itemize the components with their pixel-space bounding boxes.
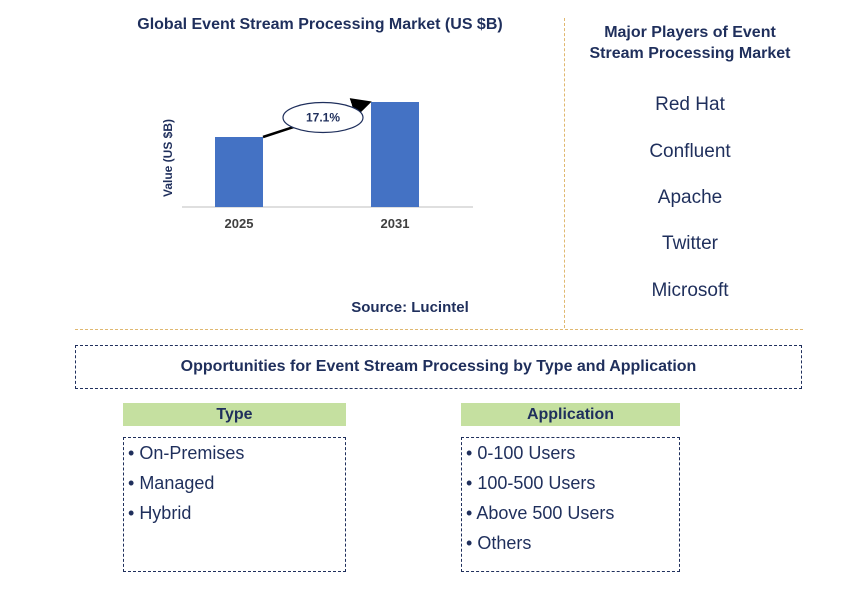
player-apache: Apache <box>657 187 723 208</box>
list-item: • On-Premises <box>128 443 245 463</box>
bar-2031 <box>371 102 419 207</box>
list-item: • Others <box>466 533 532 553</box>
vertical-divider <box>564 18 565 328</box>
x-tick-label: 2031 <box>381 216 410 231</box>
growth-rate-badge <box>282 101 364 134</box>
type-heading: Type <box>123 403 346 426</box>
players-title: Major Players of Event Stream Processing… <box>589 24 791 62</box>
horizontal-divider <box>75 329 803 330</box>
list-item: • Managed <box>128 473 215 493</box>
y-axis-label: Value (US $B) <box>161 119 175 197</box>
list-item: • Above 500 Users <box>466 503 615 523</box>
list-item: • 100-500 Users <box>466 473 596 493</box>
application-list: • 0-100 Users • 100-500 Users • Above 50… <box>461 437 680 572</box>
player-red-hat: Red Hat <box>655 94 725 115</box>
type-list: • On-Premises • Managed • Hybrid <box>123 437 346 572</box>
source-note: Source: Lucintel <box>351 299 469 316</box>
player-twitter: Twitter <box>662 233 718 254</box>
chart-title: Global Event Stream Processing Market (U… <box>137 16 503 33</box>
application-heading: Application <box>461 403 680 426</box>
growth-rate-label: 17.1% <box>306 111 340 125</box>
player-confluent: Confluent <box>649 141 731 162</box>
player-microsoft: Microsoft <box>651 280 729 301</box>
list-item: • 0-100 Users <box>466 443 576 463</box>
list-item: • Hybrid <box>128 503 192 523</box>
bar-2025 <box>215 137 263 207</box>
opportunities-title: Opportunities for Event Stream Processin… <box>75 345 802 389</box>
bar-chart: Value (US $B) 2025 2031 17.1% <box>161 98 473 231</box>
x-tick-label: 2025 <box>225 216 254 231</box>
